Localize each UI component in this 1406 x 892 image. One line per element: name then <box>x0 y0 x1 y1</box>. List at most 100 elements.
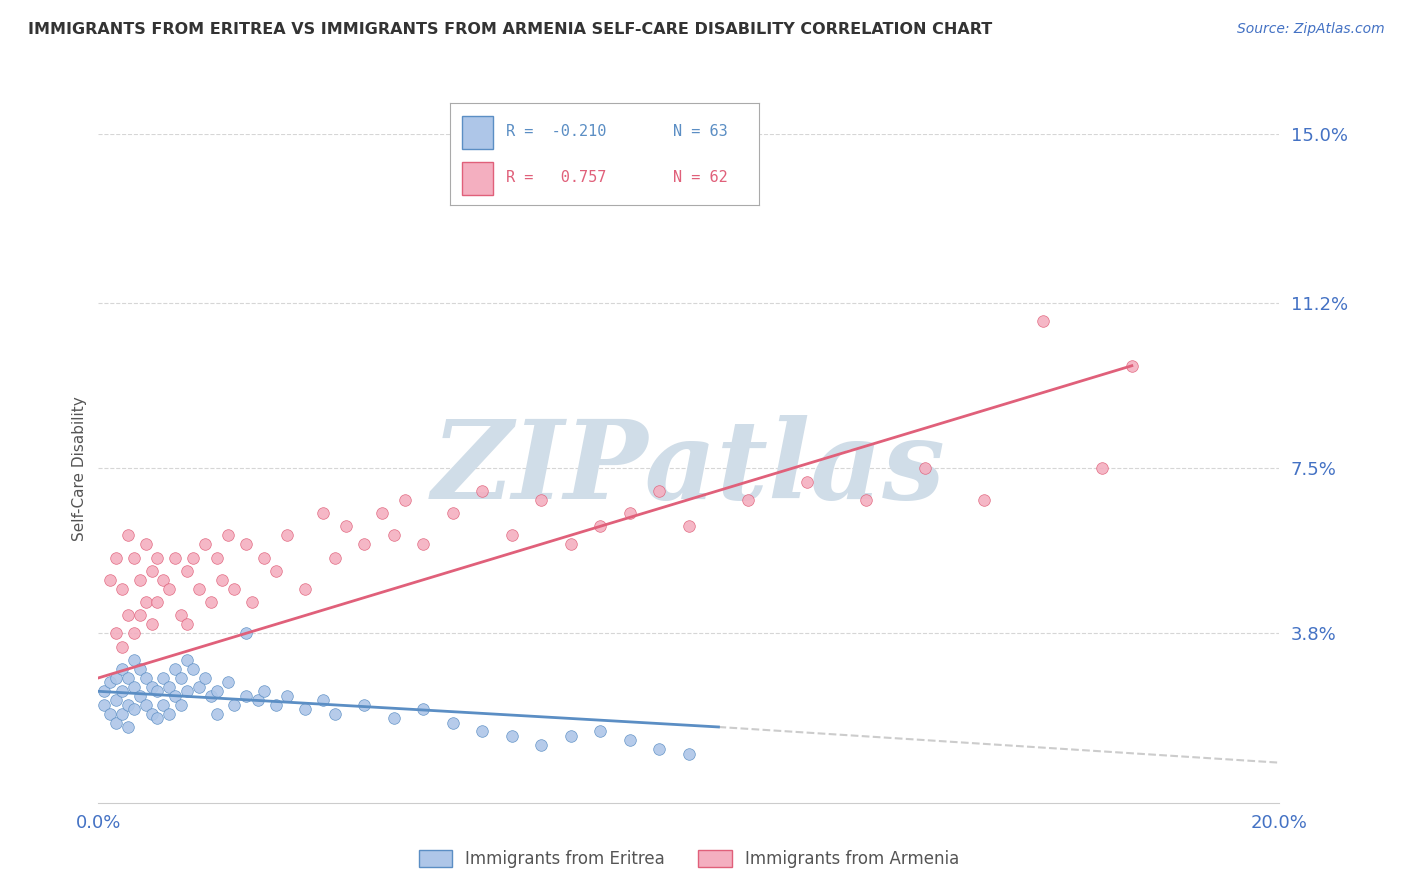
Point <box>441 715 464 730</box>
Point <box>253 684 276 698</box>
Point <box>312 506 335 520</box>
Point <box>560 537 582 551</box>
Point <box>181 550 204 565</box>
Point <box>205 706 228 721</box>
Point <box>1091 461 1114 475</box>
Point <box>176 564 198 578</box>
Point <box>176 653 198 667</box>
Point <box>187 582 209 596</box>
Point <box>200 595 222 609</box>
Point <box>98 675 121 690</box>
Point <box>146 711 169 725</box>
Point <box>737 492 759 507</box>
Point <box>187 680 209 694</box>
Point <box>111 706 134 721</box>
Point <box>157 582 180 596</box>
Point <box>205 684 228 698</box>
Point <box>117 608 139 623</box>
Point <box>619 733 641 747</box>
Point <box>914 461 936 475</box>
Point <box>122 653 145 667</box>
Point <box>122 550 145 565</box>
Point <box>165 662 187 676</box>
Point <box>371 506 394 520</box>
Point <box>200 689 222 703</box>
Point <box>678 519 700 533</box>
Point <box>530 492 553 507</box>
Point <box>98 573 121 587</box>
Point <box>135 595 157 609</box>
Point <box>141 617 163 632</box>
Point <box>312 693 335 707</box>
Point <box>98 706 121 721</box>
Point <box>394 492 416 507</box>
Point <box>353 698 375 712</box>
Point <box>152 671 174 685</box>
Point <box>560 729 582 743</box>
Point <box>141 706 163 721</box>
Point <box>264 698 287 712</box>
Point <box>648 742 671 756</box>
Point <box>170 671 193 685</box>
Point <box>224 698 246 712</box>
Point <box>122 702 145 716</box>
Point <box>501 528 523 542</box>
Point <box>264 564 287 578</box>
Point <box>294 582 316 596</box>
Point <box>235 537 257 551</box>
Point <box>122 626 145 640</box>
Point <box>165 689 187 703</box>
Point <box>235 626 257 640</box>
Point <box>205 550 228 565</box>
Point <box>323 550 346 565</box>
Point <box>181 662 204 676</box>
Text: Source: ZipAtlas.com: Source: ZipAtlas.com <box>1237 22 1385 37</box>
Point <box>253 550 276 565</box>
Point <box>335 519 357 533</box>
Point <box>353 537 375 551</box>
Point <box>165 550 187 565</box>
Point <box>128 573 150 587</box>
Point <box>128 689 150 703</box>
Point <box>246 693 269 707</box>
Point <box>589 519 612 533</box>
Point <box>240 595 263 609</box>
Point <box>441 506 464 520</box>
Point <box>678 747 700 761</box>
Point <box>135 698 157 712</box>
Point <box>152 698 174 712</box>
Point <box>111 662 134 676</box>
Point <box>217 675 239 690</box>
Point <box>170 608 193 623</box>
Y-axis label: Self-Care Disability: Self-Care Disability <box>72 396 87 541</box>
Point <box>170 698 193 712</box>
Point <box>235 689 257 703</box>
Point <box>973 492 995 507</box>
Point <box>93 698 115 712</box>
Point <box>796 475 818 489</box>
Point <box>135 537 157 551</box>
Point <box>117 720 139 734</box>
Point <box>194 671 217 685</box>
Point <box>105 626 128 640</box>
Point <box>471 724 494 739</box>
Point <box>117 698 139 712</box>
Point <box>157 706 180 721</box>
Point <box>382 711 405 725</box>
FancyBboxPatch shape <box>463 162 494 194</box>
Point <box>619 506 641 520</box>
Text: N = 62: N = 62 <box>672 170 727 185</box>
Point <box>105 715 128 730</box>
Point <box>128 608 150 623</box>
Point <box>276 528 298 542</box>
Point <box>412 702 434 716</box>
Point <box>412 537 434 551</box>
Point <box>211 573 233 587</box>
Point <box>117 671 139 685</box>
Point <box>141 680 163 694</box>
Point <box>152 573 174 587</box>
Point <box>1121 359 1143 373</box>
Point <box>1032 314 1054 328</box>
Point <box>382 528 405 542</box>
Point <box>176 617 198 632</box>
